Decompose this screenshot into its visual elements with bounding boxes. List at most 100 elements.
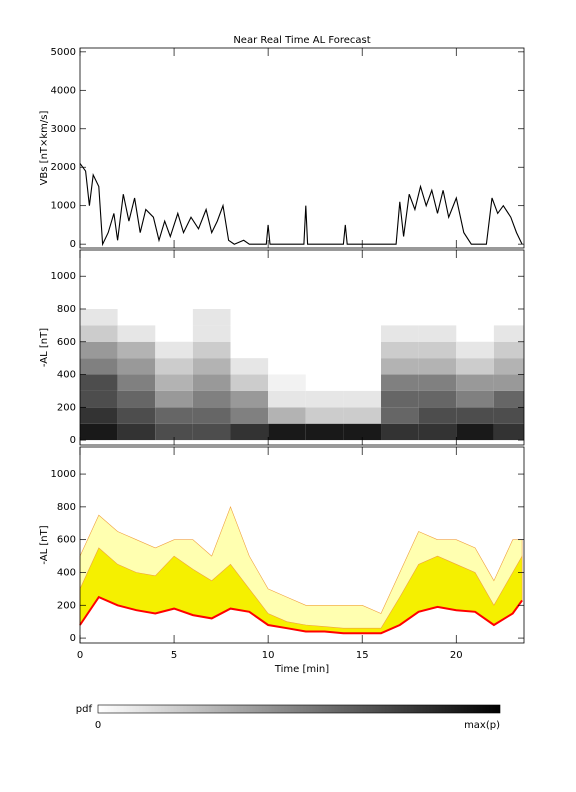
heat-cell bbox=[381, 374, 419, 391]
x-tick-label: 0 bbox=[77, 650, 83, 661]
heat-cell bbox=[117, 358, 156, 375]
heat-cell bbox=[493, 423, 524, 441]
y-axis-label: -AL [nT] bbox=[39, 525, 50, 564]
y-tick-label: 1000 bbox=[51, 201, 76, 212]
heat-cell bbox=[80, 407, 118, 424]
heat-cell bbox=[230, 423, 269, 441]
y-tick-label: 0 bbox=[70, 239, 76, 250]
heat-cell bbox=[230, 390, 269, 408]
heat-cell bbox=[381, 325, 419, 342]
heat-cell bbox=[343, 390, 382, 408]
y-tick-label: 400 bbox=[57, 370, 76, 381]
heat-cell bbox=[155, 341, 193, 359]
heat-cell bbox=[418, 358, 457, 375]
heat-cell bbox=[456, 358, 494, 375]
plot-frame bbox=[79, 47, 525, 249]
heat-cell bbox=[80, 341, 118, 359]
heat-cell bbox=[381, 341, 419, 359]
heat-cell bbox=[117, 341, 156, 359]
heat-cell bbox=[493, 341, 524, 359]
colorbar-max: max(p) bbox=[464, 720, 500, 731]
heat-cell bbox=[381, 390, 419, 408]
heat-cell bbox=[155, 407, 193, 424]
heat-cell bbox=[456, 423, 494, 441]
heat-cell bbox=[268, 407, 306, 424]
y-tick-label: 3000 bbox=[51, 124, 76, 135]
heat-cell bbox=[343, 423, 382, 441]
heat-cell bbox=[418, 374, 457, 391]
heat-cell bbox=[456, 374, 494, 391]
plot-frame bbox=[79, 249, 525, 446]
heat-cell bbox=[493, 374, 524, 391]
y-axis-label: VBs [nT×km/s] bbox=[39, 110, 50, 185]
heat-cell bbox=[192, 423, 231, 441]
heat-cell bbox=[192, 341, 231, 359]
heat-cell bbox=[80, 374, 118, 391]
heat-cell bbox=[418, 423, 457, 441]
heat-cell bbox=[418, 341, 457, 359]
heat-cell bbox=[80, 325, 118, 342]
heat-cell bbox=[418, 407, 457, 424]
y-tick-label: 200 bbox=[57, 402, 76, 413]
data-line bbox=[79, 163, 523, 247]
heat-cell bbox=[418, 390, 457, 408]
heat-cell bbox=[493, 325, 524, 342]
chart-title: Near Real Time AL Forecast bbox=[233, 35, 370, 46]
heat-cell bbox=[230, 358, 269, 375]
heat-cell bbox=[192, 390, 231, 408]
heat-cell bbox=[192, 374, 231, 391]
heat-cell bbox=[381, 423, 419, 441]
y-axis-label: -AL [nT] bbox=[39, 328, 50, 367]
heat-cell bbox=[268, 390, 306, 408]
y-tick-label: 0 bbox=[70, 633, 76, 644]
y-tick-label: 4000 bbox=[51, 85, 76, 96]
heat-cell bbox=[117, 407, 156, 424]
heat-cell bbox=[117, 390, 156, 408]
y-tick-label: 800 bbox=[57, 304, 76, 315]
heat-cell bbox=[268, 423, 306, 441]
heat-cell bbox=[117, 423, 156, 441]
x-tick-label: 10 bbox=[262, 650, 275, 661]
y-tick-label: 200 bbox=[57, 600, 76, 611]
x-tick-label: 20 bbox=[450, 650, 463, 661]
heat-cell bbox=[456, 407, 494, 424]
heat-cell bbox=[305, 407, 344, 424]
y-tick-label: 600 bbox=[57, 337, 76, 348]
heat-cell bbox=[117, 374, 156, 391]
heat-cell bbox=[305, 390, 344, 408]
heat-cell bbox=[268, 374, 306, 391]
heat-cell bbox=[155, 358, 193, 375]
heat-cell bbox=[80, 358, 118, 375]
heat-cell bbox=[155, 374, 193, 391]
heat-cell bbox=[155, 423, 193, 441]
heat-cell bbox=[493, 407, 524, 424]
heat-cell bbox=[418, 325, 457, 342]
heat-cell bbox=[192, 325, 231, 342]
heat-cell bbox=[117, 325, 156, 342]
x-tick-label: 15 bbox=[356, 650, 369, 661]
heat-cell bbox=[381, 358, 419, 375]
y-tick-label: 2000 bbox=[51, 162, 76, 173]
x-axis-label: Time [min] bbox=[274, 664, 329, 675]
y-tick-label: 1000 bbox=[51, 469, 76, 480]
heat-cell bbox=[80, 423, 118, 441]
colorbar-min: 0 bbox=[95, 720, 101, 731]
heat-cell bbox=[230, 407, 269, 424]
heat-cell bbox=[381, 407, 419, 424]
heat-cell bbox=[493, 358, 524, 375]
colorbar bbox=[97, 704, 501, 714]
y-tick-label: 600 bbox=[57, 535, 76, 546]
colorbar-label: pdf bbox=[76, 704, 93, 715]
heat-cell bbox=[456, 390, 494, 408]
median-line bbox=[79, 595, 523, 635]
y-tick-label: 400 bbox=[57, 567, 76, 578]
y-tick-label: 0 bbox=[70, 435, 76, 446]
heat-cell bbox=[493, 390, 524, 408]
x-tick-label: 5 bbox=[171, 650, 177, 661]
heat-cell bbox=[456, 341, 494, 359]
y-tick-label: 800 bbox=[57, 502, 76, 513]
heat-cell bbox=[343, 407, 382, 424]
plot-frame bbox=[79, 446, 525, 644]
y-tick-label: 5000 bbox=[51, 47, 76, 58]
